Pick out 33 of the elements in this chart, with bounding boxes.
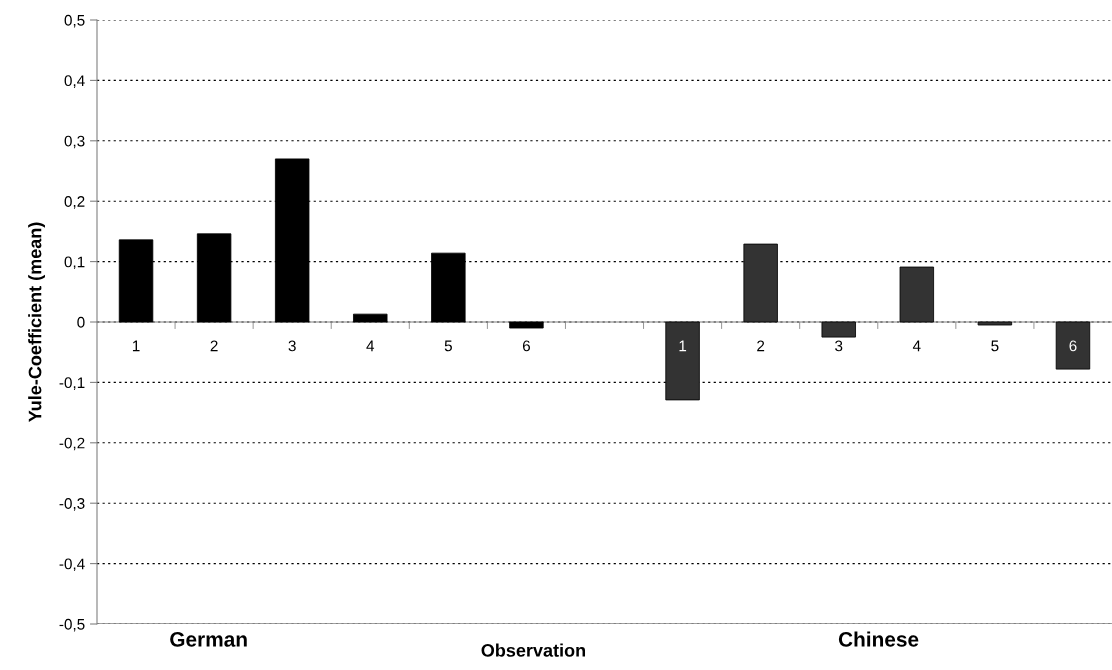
y-tick-label: 0 xyxy=(77,316,85,328)
x-tick-label: 3 xyxy=(835,340,843,352)
y-tick-label: -0,2 xyxy=(59,437,85,451)
text: Chinese xyxy=(838,631,919,647)
x-axis-title: Observation xyxy=(481,643,586,657)
bar xyxy=(509,321,544,329)
x-tick-label: 4 xyxy=(366,340,375,352)
x-tick-label: 2 xyxy=(210,340,218,352)
bar xyxy=(353,313,388,323)
x-tick-label: 6 xyxy=(1069,340,1077,352)
y-axis-title: Yule-Coefficient (mean) xyxy=(28,222,45,423)
y-tick-label: 0,4 xyxy=(64,75,85,88)
y-tick-label: 0,2 xyxy=(64,196,85,209)
bar xyxy=(977,321,1013,326)
x-tick-label: 6 xyxy=(522,340,530,352)
text: German xyxy=(170,632,247,647)
y-tick-label: 0,5 xyxy=(64,14,85,28)
x-tick-label: 4 xyxy=(912,340,921,352)
bar xyxy=(1055,321,1091,370)
y-tick-label: 0,3 xyxy=(64,135,85,149)
x-tick-label: 3 xyxy=(288,340,296,352)
bar xyxy=(821,321,856,338)
x-tick-label: 5 xyxy=(991,340,999,352)
y-tick-label: -0,3 xyxy=(59,498,85,511)
bar xyxy=(899,266,935,323)
x-tick-label: 2 xyxy=(757,340,765,352)
y-tick-label: -0,1 xyxy=(59,377,85,390)
x-tick-label: 1 xyxy=(132,340,140,352)
y-tick-label: -0,4 xyxy=(59,558,85,572)
x-tick-label: 5 xyxy=(444,340,452,352)
x-tick-label: 1 xyxy=(679,340,687,352)
y-tick-label: 0,1 xyxy=(64,256,85,270)
y-tick-label: -0,5 xyxy=(59,618,85,632)
